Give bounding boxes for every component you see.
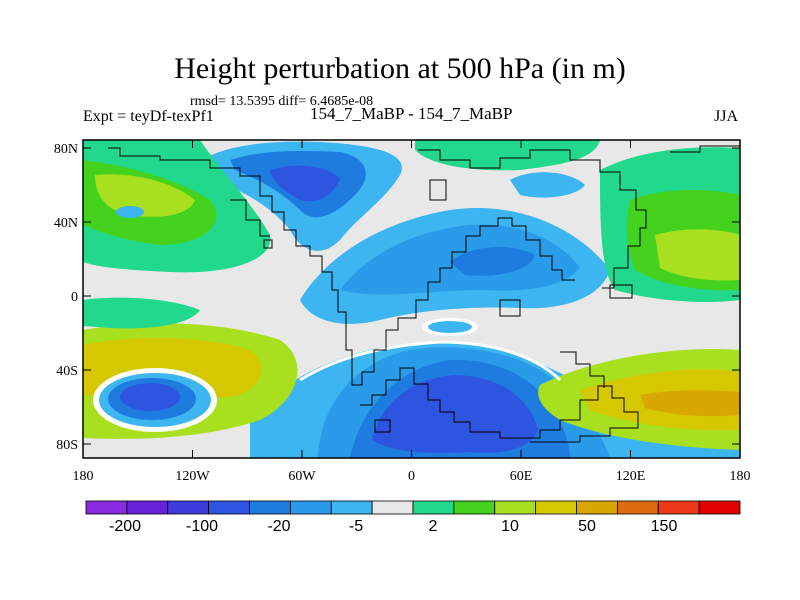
colorbar-label: -100: [186, 518, 218, 535]
colorbar-label: -20: [267, 518, 290, 535]
colorbar-label: -5: [349, 518, 363, 535]
y-tick-label: 40N: [54, 216, 78, 231]
colorbar-swatch: [371, 500, 414, 515]
colorbar-swatch: [698, 500, 741, 515]
colorbar-swatch: [657, 500, 700, 515]
x-tick-label: 120W: [175, 469, 210, 484]
season-label: JJA: [714, 108, 739, 125]
experiment-label: Expt = teyDf-texPf1: [83, 108, 214, 125]
colorbar-swatch: [167, 500, 210, 515]
y-tick-label: 40S: [56, 364, 78, 379]
y-tick-label: 80S: [56, 438, 78, 453]
colorbar-swatch: [453, 500, 496, 515]
axis-ticks: [82, 140, 741, 458]
colorbar-label: 10: [501, 518, 519, 535]
colorbar: [85, 500, 741, 515]
coastlines: [108, 145, 740, 443]
colorbar-swatch: [535, 500, 577, 515]
colorbar-label: 2: [429, 518, 438, 535]
colorbar-swatch: [126, 500, 169, 515]
colorbar-swatch: [289, 500, 332, 515]
colorbar-swatch: [85, 500, 128, 515]
plot-title: Height perturbation at 500 hPa (in m): [174, 52, 626, 85]
colorbar-swatch: [616, 500, 659, 515]
colorbar-swatch: [494, 500, 537, 515]
x-tick-label: 180: [73, 469, 94, 484]
colorbar-swatch: [208, 500, 250, 515]
x-tick-label: 60W: [288, 469, 316, 484]
y-tick-label: 80N: [54, 142, 78, 157]
case-label: 154_7_MaBP - 154_7_MaBP: [310, 104, 513, 123]
colorbar-label: 150: [651, 518, 678, 535]
x-tick-label: 0: [408, 469, 415, 484]
colorbar-swatch: [330, 500, 373, 515]
colorbar-swatch: [249, 500, 291, 515]
y-tick-label: 0: [71, 290, 78, 305]
colorbar-label: 50: [578, 518, 596, 535]
x-tick-label: 180: [730, 469, 751, 484]
colorbar-swatch: [576, 500, 618, 515]
colorbar-swatch: [412, 500, 455, 515]
x-tick-label: 60E: [510, 469, 533, 484]
colorbar-label: -200: [109, 518, 141, 535]
x-tick-label: 120E: [616, 469, 646, 484]
stats-text: rmsd= 13.5395 diff= 6.4685e-08: [190, 94, 374, 109]
contour-field: [83, 140, 740, 458]
